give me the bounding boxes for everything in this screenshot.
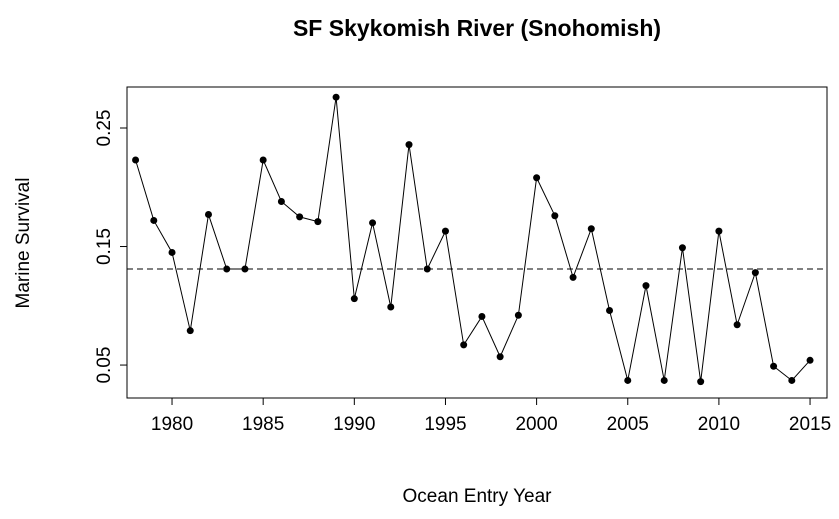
data-point [478,312,486,320]
y-tick-label: 0.05 [94,347,115,384]
data-point [715,227,723,235]
data-point [168,248,176,256]
x-tick-label: 1985 [242,414,284,435]
data-point [551,212,559,220]
data-point [259,156,267,164]
data-point [751,269,759,277]
data-point [587,225,595,233]
data-point [624,376,632,384]
data-point [606,307,614,315]
y-tick-label: 0.25 [94,110,115,147]
data-point [241,265,249,273]
data-point [223,265,231,273]
x-tick-label: 2015 [789,414,831,435]
data-point [441,227,449,235]
data-point [533,174,541,182]
data-point [350,295,358,303]
data-point [788,376,796,384]
data-point [132,156,140,164]
y-tick-label: 0.15 [94,228,115,265]
data-point [387,303,395,311]
x-tick-label: 2000 [515,414,557,435]
data-point [369,219,377,227]
data-point [642,282,650,290]
data-point [514,311,522,319]
data-point [277,197,285,205]
data-point [186,327,194,335]
data-point [460,341,468,349]
x-tick-label: 1990 [333,414,375,435]
data-line [135,97,811,382]
data-point [569,273,577,281]
data-point [678,244,686,252]
data-point [733,321,741,329]
data-point [314,218,322,226]
data-point [332,93,340,101]
data-point [204,211,212,219]
data-point [697,378,705,386]
data-point [150,216,158,224]
x-tick-label: 2005 [607,414,649,435]
y-axis-label: Marine Survival [13,178,34,309]
data-point [496,353,504,361]
x-tick-label: 2010 [698,414,740,435]
data-point [806,356,814,364]
chart-title: SF Skykomish River (Snohomish) [293,15,661,41]
data-point [405,141,413,149]
data-point [296,213,304,221]
x-tick-label: 1980 [151,414,193,435]
x-tick-label: 1995 [424,414,466,435]
x-axis-label: Ocean Entry Year [403,486,553,507]
plot-box [126,86,828,399]
data-point [423,265,431,273]
data-point [660,376,668,384]
data-point [770,362,778,370]
